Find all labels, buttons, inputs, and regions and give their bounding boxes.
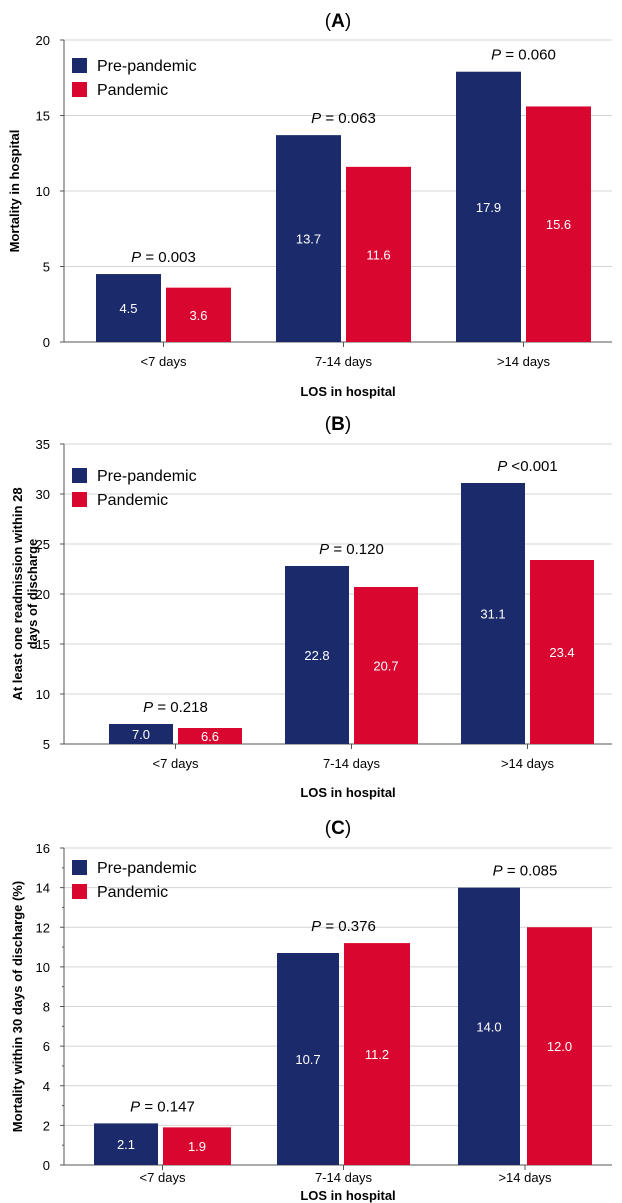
panel-c-y-tick-label: 4 — [43, 1079, 50, 1094]
panel-c-title: (C) — [325, 818, 351, 839]
panel-a-legend-label-pandemic: Pandemic — [97, 82, 168, 99]
panel-a-bar-value-label: 11.6 — [366, 247, 390, 262]
panel-a-legend-swatch-pandemic — [72, 82, 87, 97]
panel-a-y-tick-label: 20 — [36, 33, 50, 48]
panel-c-x-tick-label: >14 days — [498, 1170, 552, 1185]
panel-a-bar-value-label: 15.6 — [546, 217, 571, 232]
panel-a-p-value: P = 0.063 — [311, 110, 376, 127]
panel-a-y-tick-label: 5 — [43, 260, 50, 275]
panel-c-bar-value-label: 14.0 — [476, 1019, 501, 1034]
panel-c-p-value: P = 0.376 — [311, 918, 376, 935]
panel-b-y-tick-label: 30 — [36, 487, 50, 502]
panel-c-bar-value-label: 12.0 — [547, 1039, 572, 1054]
panel-a-bar-pre-pandemic — [276, 135, 341, 342]
panel-a-bar-pandemic — [346, 166, 411, 342]
panel-c-legend-swatch-pandemic — [72, 884, 87, 899]
panel-a-y-tick-label: 15 — [36, 109, 50, 124]
panel-b-bar-pandemic — [354, 587, 418, 744]
panel-a-y-tick-label: 10 — [36, 184, 50, 199]
panel-b-bar-pre-pandemic — [285, 566, 349, 744]
panel-c-y-tick-label: 6 — [43, 1039, 50, 1054]
panel-b-y-tick-label: 25 — [36, 537, 50, 552]
panel-a-bar-pandemic — [166, 287, 231, 342]
panel-a-legend-label-pre-pandemic: Pre-pandemic — [97, 58, 197, 75]
panel-c-legend-swatch-pre-pandemic — [72, 860, 87, 875]
panel-b-x-axis-title: LOS in hospital — [300, 785, 395, 800]
panel-a-bar-value-label: 3.6 — [189, 308, 207, 323]
panel-a-y-axis-title: Mortality in hospital — [7, 130, 22, 253]
panel-b-legend-label-pre-pandemic: Pre-pandemic — [97, 468, 197, 485]
panel-c-bar-value-label: 1.9 — [188, 1139, 206, 1154]
panel-c-p-value: P = 0.085 — [493, 863, 558, 880]
panel-b-bar-value-label: 20.7 — [373, 659, 398, 674]
panel-c-x-tick-label: <7 days — [140, 1170, 186, 1185]
panel-b-bar-value-label: 6.6 — [201, 729, 219, 744]
panel-c-y-tick-label: 12 — [36, 920, 50, 935]
panel-c-bar-pandemic — [344, 943, 410, 1165]
panel-b-bar-value-label: 23.4 — [549, 645, 574, 660]
panel-c-bar-pandemic — [163, 1127, 231, 1165]
panel-c-bar-pandemic — [527, 927, 592, 1165]
panel-b-legend-swatch-pandemic — [72, 492, 87, 507]
panel-b-y-tick-label: 35 — [36, 437, 50, 452]
panel-b-p-value: P <0.001 — [497, 458, 557, 475]
panel-a-legend-swatch-pre-pandemic — [72, 58, 87, 73]
panel-b-bar-pre-pandemic — [109, 724, 173, 744]
panel-a-x-axis-title: LOS in hospital — [300, 384, 395, 399]
panel-b-y-tick-label: 15 — [36, 637, 50, 652]
panel-c-y-tick-label: 14 — [36, 881, 50, 896]
panel-b-p-value: P = 0.120 — [319, 541, 384, 558]
panel-b-p-value: P = 0.218 — [143, 699, 208, 716]
panel-a-bar-value-label: 4.5 — [119, 301, 137, 316]
panel-c-p-value: P = 0.147 — [130, 1098, 195, 1115]
panel-a-bar-pandemic — [526, 106, 591, 342]
panel-b-y-tick-label: 20 — [36, 587, 50, 602]
panel-a-bar-pre-pandemic — [456, 71, 521, 343]
panel-c-x-tick-label: 7-14 days — [315, 1170, 373, 1185]
panel-a-title: (A) — [325, 11, 351, 32]
panel-c-y-tick-label: 0 — [43, 1158, 50, 1173]
panel-b-x-tick-label: >14 days — [501, 756, 555, 771]
panel-b-y-tick-label: 5 — [43, 737, 50, 752]
panel-a-x-tick-label: <7 days — [141, 354, 187, 369]
panel-c-y-tick-label: 16 — [36, 841, 50, 856]
panel-b-bar-value-label: 31.1 — [480, 607, 505, 622]
panel-b-title: (B) — [325, 414, 351, 435]
panel-c-x-axis-title: LOS in hospital — [300, 1188, 395, 1203]
panel-c-bar-value-label: 2.1 — [117, 1137, 135, 1152]
panel-b-x-tick-label: 7-14 days — [323, 756, 381, 771]
panel-a-bar-value-label: 13.7 — [296, 232, 321, 247]
panel-b-y-tick-label: 10 — [36, 687, 50, 702]
panel-a-x-tick-label: >14 days — [497, 354, 551, 369]
panel-b-bar-pandemic — [530, 560, 594, 744]
panel-c-bar-pre-pandemic — [94, 1123, 158, 1165]
panel-c-legend-label-pandemic: Pandemic — [97, 884, 168, 901]
panel-c-legend-label-pre-pandemic: Pre-pandemic — [97, 860, 197, 877]
panel-c-bar-pre-pandemic — [277, 953, 339, 1165]
panel-a-p-value: P = 0.003 — [131, 249, 196, 266]
panel-b-bar-pandemic — [178, 728, 242, 744]
panel-c-y-tick-label: 2 — [43, 1118, 50, 1133]
panel-a-bar-pre-pandemic — [96, 274, 161, 342]
panel-a-p-value: P = 0.060 — [491, 47, 556, 64]
panel-b-legend-label-pandemic: Pandemic — [97, 492, 168, 509]
panel-c-bar-value-label: 10.7 — [295, 1052, 320, 1067]
panel-c-bar-pre-pandemic — [458, 887, 520, 1165]
panel-b-bar-value-label: 22.8 — [304, 648, 329, 663]
panel-a-y-tick-label: 0 — [43, 335, 50, 350]
panel-c-y-tick-label: 10 — [36, 960, 50, 975]
panel-b-legend-swatch-pre-pandemic — [72, 468, 87, 483]
panel-c-y-tick-label: 8 — [43, 1000, 50, 1015]
panel-b-x-tick-label: <7 days — [153, 756, 199, 771]
panel-a-bar-value-label: 17.9 — [476, 200, 501, 215]
panel-a-x-tick-label: 7-14 days — [315, 354, 373, 369]
panel-c-bar-value-label: 11.2 — [365, 1047, 389, 1062]
panel-c-y-axis-title: Mortality within 30 days of discharge (%… — [10, 881, 25, 1132]
panel-b-bar-value-label: 7.0 — [132, 727, 150, 742]
panel-b-bar-pre-pandemic — [461, 483, 525, 744]
panel-b-y-axis-title: At least one readmission within 28days o… — [10, 487, 40, 700]
